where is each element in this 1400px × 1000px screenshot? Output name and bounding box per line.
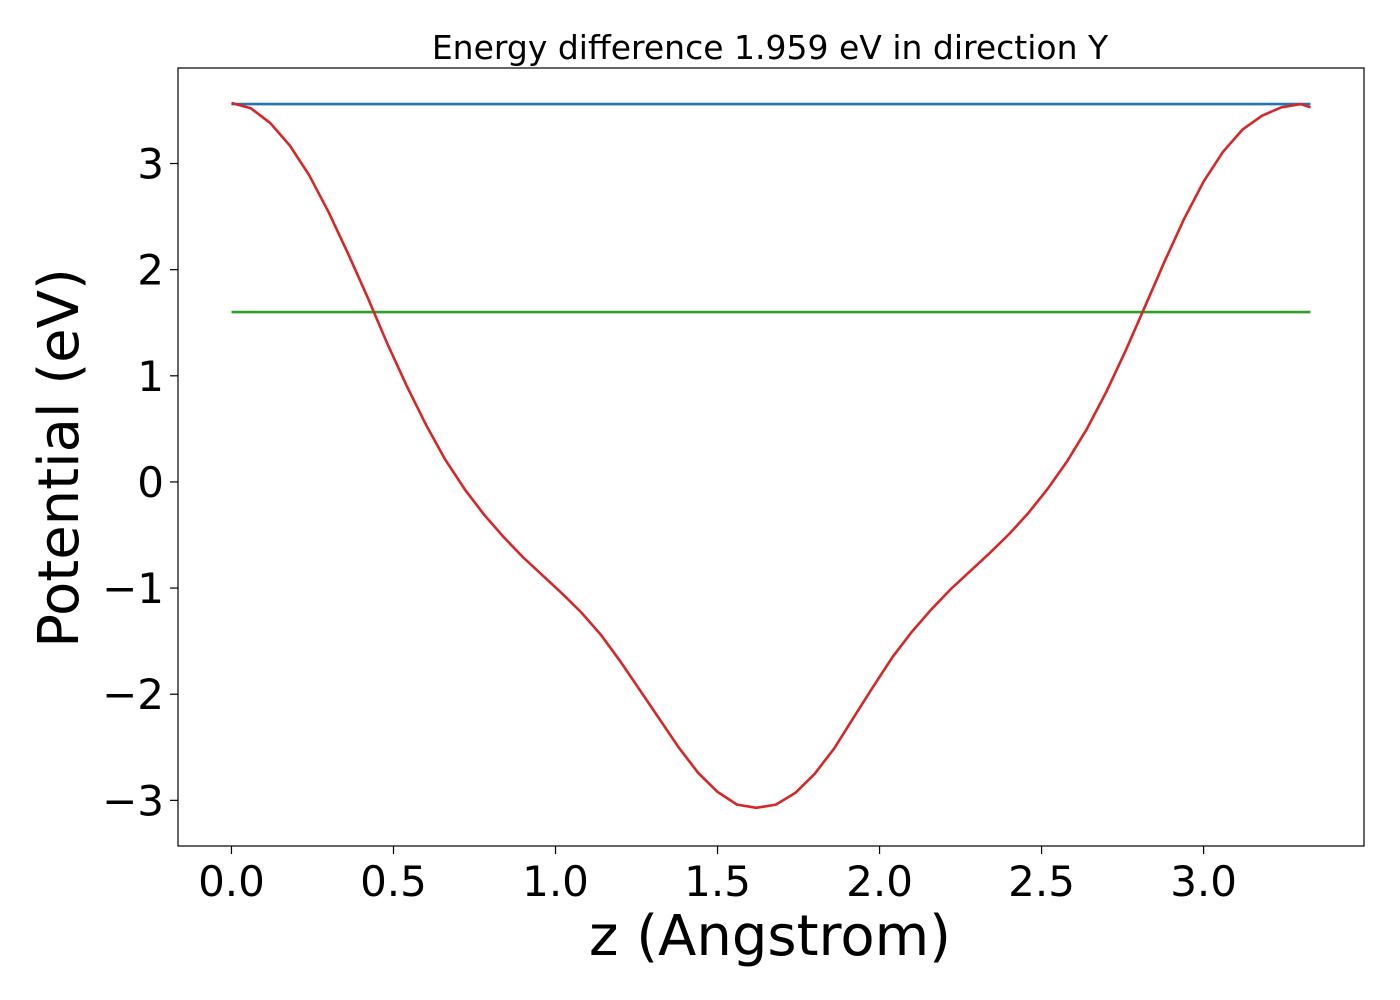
chart-title: Energy difference 1.959 eV in direction … (432, 28, 1109, 67)
y-axis-label: Potential (eV) (27, 268, 92, 648)
x-tick-label: 3.0 (1170, 857, 1237, 906)
y-tick-label: −3 (102, 776, 164, 825)
x-tick-label: 2.0 (846, 857, 913, 906)
y-tick-label: −1 (102, 564, 164, 613)
x-tick-label: 0.5 (360, 857, 427, 906)
y-tick-label: 0 (137, 458, 164, 507)
x-tick-label: 2.5 (1008, 857, 1075, 906)
y-tick-label: 1 (137, 352, 164, 401)
x-tick-label: 1.5 (684, 857, 751, 906)
y-tick-label: 2 (137, 246, 164, 295)
plot-frame (177, 67, 1365, 847)
x-tick-label: 1.0 (522, 857, 589, 906)
y-tick-label: 3 (137, 140, 164, 189)
x-axis: 0.0 0.5 1.0 1.5 2.0 2.5 3.0 (198, 846, 1237, 906)
series-layer (231, 101, 1311, 810)
x-tick-label: 0.0 (198, 857, 265, 906)
y-tick-label: −2 (102, 670, 164, 719)
x-axis-label: z (Angstrom) (589, 904, 951, 969)
series-line-0 (231, 101, 1311, 810)
y-axis: −3 −2 −1 0 1 2 3 (102, 140, 178, 825)
